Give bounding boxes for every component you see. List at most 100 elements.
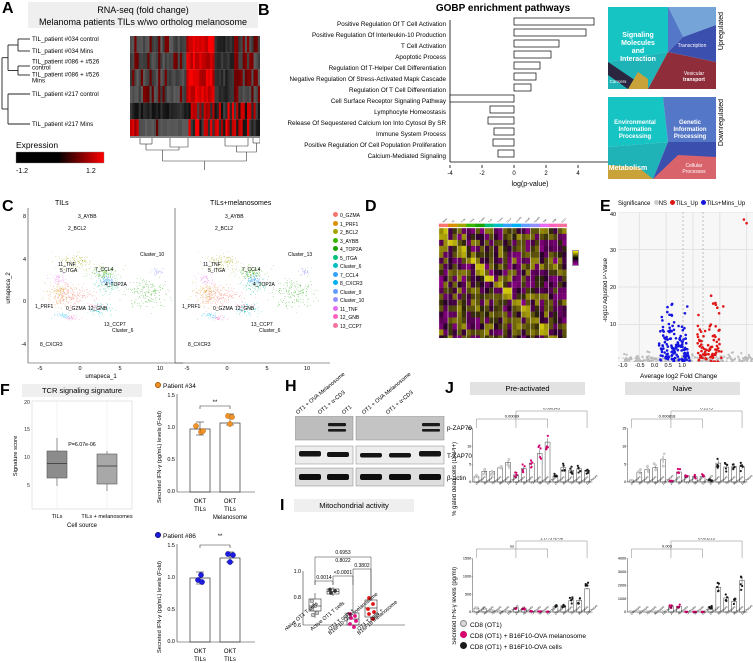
svg-text:**: **: [213, 400, 218, 406]
svg-text:Calcium-Mediated Signaling: Calcium-Mediated Signaling: [368, 153, 447, 160]
svg-text:Melanosome: Melanosome: [213, 515, 248, 521]
svg-text:umapeca_2: umapeca_2: [6, 272, 12, 304]
svg-text:-5: -5: [38, 366, 43, 372]
svg-text:OKT: OKT: [224, 499, 237, 505]
svg-text:Transcription: Transcription: [678, 43, 707, 49]
svg-text:GNB: GNB: [552, 218, 557, 223]
svg-text:5: 5: [118, 366, 121, 372]
svg-text:Interaction: Interaction: [620, 56, 656, 63]
svg-text:0.8022: 0.8022: [335, 558, 351, 564]
svg-text:0: 0: [469, 480, 471, 484]
svg-text:15: 15: [622, 427, 626, 431]
svg-text:12_GNB: 12_GNB: [235, 306, 255, 312]
svg-text:2: 2: [544, 171, 548, 177]
svg-text:Regulation Of T-Helper Cell Di: Regulation Of T-Helper Cell Differentiat…: [329, 65, 447, 72]
svg-text:T-reg: T-reg: [460, 217, 466, 223]
svg-text:Lymphocyte Homeostasis: Lymphocyte Homeostasis: [374, 109, 446, 116]
svg-text:Apoptotic Process: Apoptotic Process: [395, 54, 446, 61]
svg-text:Immune System Process: Immune System Process: [376, 131, 446, 138]
svg-text:0: 0: [624, 610, 626, 614]
svg-text:5: 5: [624, 462, 626, 466]
svg-text:0: 0: [512, 171, 516, 177]
svg-text:Cluster_6: Cluster_6: [112, 328, 134, 334]
svg-text:1_PRF1: 1_PRF1: [182, 304, 201, 310]
svg-text:0.0: 0.0: [167, 489, 175, 495]
svg-text:Expression: Expression: [16, 140, 58, 150]
svg-text:1.0: 1.0: [294, 569, 301, 575]
svg-text:3_AYBB: 3_AYBB: [225, 214, 244, 220]
svg-text:-2: -2: [479, 171, 485, 177]
svg-text:Environmental: Environmental: [614, 120, 656, 126]
svg-text:TIL_patient #034 Mins: TIL_patient #034 Mins: [32, 48, 93, 55]
svg-text:0.000145: 0.000145: [543, 408, 560, 411]
svg-text:control: control: [32, 65, 51, 72]
svg-text:12_GNB: 12_GNB: [88, 306, 108, 312]
svg-text:and: and: [632, 48, 644, 55]
svg-text:0_GZMA: 0_GZMA: [66, 306, 87, 312]
svg-text:0.001213: 0.001213: [698, 538, 715, 541]
svg-text:log(p-value): log(p-value): [512, 181, 549, 188]
svg-text:<0.0001: <0.0001: [334, 570, 352, 576]
svg-text:0.000818: 0.000818: [659, 414, 676, 419]
svg-text:TIL_patient #217 control: TIL_patient #217 control: [32, 91, 99, 98]
svg-text:TILs: TILs: [194, 657, 206, 663]
svg-text:10: 10: [157, 366, 163, 372]
svg-text:TILs: TILs: [194, 507, 206, 513]
svg-text:Metabolism: Metabolism: [609, 165, 648, 172]
svg-text:transport: transport: [683, 77, 705, 83]
svg-text:Processing: Processing: [619, 134, 652, 140]
svg-text:0.003: 0.003: [662, 544, 673, 549]
svg-text:1.0: 1.0: [167, 575, 175, 581]
svg-text:4_TOP2A: 4_TOP2A: [105, 282, 128, 288]
svg-text:1.5: 1.5: [167, 543, 175, 549]
svg-text:CCL4: CCL4: [507, 218, 513, 224]
svg-text:4: 4: [23, 257, 26, 263]
svg-text:TILs: TILs: [52, 514, 63, 520]
svg-text:TILs + melanosomes: TILs + melanosomes: [81, 514, 132, 520]
svg-text:5: 5: [265, 366, 268, 372]
svg-text:0: 0: [23, 299, 26, 305]
svg-text:Clust10: Clust10: [533, 216, 541, 224]
svg-text:umapeca_1: umapeca_1: [85, 374, 117, 380]
svg-text:0.6953: 0.6953: [335, 550, 351, 556]
svg-text:0: 0: [469, 610, 471, 614]
svg-text:Release Of Sequestered Calcium: Release Of Sequestered Calcium Ion Into …: [287, 120, 446, 127]
svg-text:10: 10: [622, 444, 626, 448]
svg-text:Regulation Of T Cell Different: Regulation Of T Cell Differentiation: [349, 87, 446, 94]
svg-text:0_GZMA: 0_GZMA: [213, 306, 234, 312]
svg-text:1.2: 1.2: [86, 168, 96, 175]
svg-text:1500: 1500: [463, 557, 471, 561]
svg-text:0: 0: [225, 366, 228, 372]
svg-text:20: 20: [24, 400, 30, 406]
svg-text:2_BCL2: 2_BCL2: [68, 226, 86, 232]
svg-text:Mins: Mins: [32, 78, 45, 85]
svg-text:Processing: Processing: [674, 134, 707, 140]
svg-text:T-naive: T-naive: [479, 217, 486, 224]
svg-text:0.3802: 0.3802: [354, 563, 370, 569]
svg-text:CXCR3: CXCR3: [516, 216, 523, 223]
svg-text:2000: 2000: [618, 583, 626, 587]
svg-text:Cluster_13: Cluster_13: [288, 252, 312, 258]
svg-text:-5: -5: [185, 366, 190, 372]
svg-text:0: 0: [624, 480, 626, 484]
svg-text:0.2175: 0.2175: [700, 408, 713, 411]
svg-text:1.0: 1.0: [167, 425, 175, 431]
svg-text:500: 500: [465, 592, 471, 596]
svg-text:0.00089: 0.00089: [505, 414, 520, 419]
svg-text:TILs: TILs: [224, 657, 236, 663]
svg-text:3000: 3000: [618, 570, 626, 574]
svg-text:Genetic: Genetic: [679, 120, 702, 126]
svg-text:Information: Information: [674, 127, 707, 133]
svg-text:3_AYBB: 3_AYBB: [78, 214, 97, 220]
svg-text:TIL_patient #217 Mins: TIL_patient #217 Mins: [32, 121, 93, 128]
svg-text:2_BCL2: 2_BCL2: [215, 226, 233, 232]
svg-text:OKT: OKT: [194, 649, 207, 655]
svg-text:4000: 4000: [618, 557, 626, 561]
svg-text:1.5: 1.5: [167, 393, 175, 399]
svg-text:10: 10: [24, 455, 30, 461]
svg-text:-4: -4: [447, 171, 453, 177]
svg-text:CCL7: CCL7: [562, 218, 568, 224]
svg-text:-4: -4: [21, 342, 26, 348]
svg-text:1000: 1000: [463, 574, 471, 578]
svg-text:10: 10: [304, 366, 310, 372]
